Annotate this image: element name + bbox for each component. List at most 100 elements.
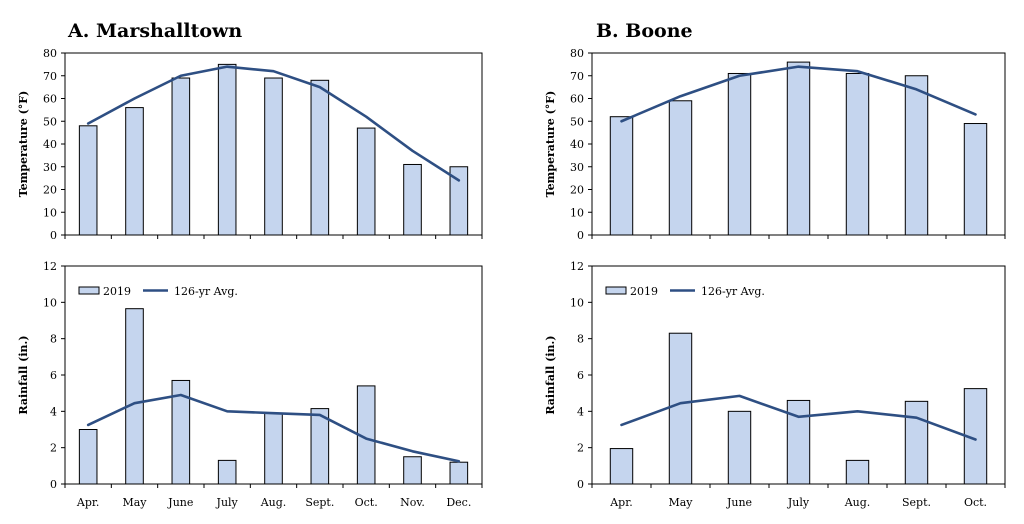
y-tick-label: 10 — [43, 296, 57, 309]
y-tick-label: 50 — [43, 115, 57, 128]
x-tick-label: Oct. — [964, 496, 987, 509]
chart-b_rain: 0 2 4 6 8 10 12 Apr. May June July Aug. Sept. Oct. Rai… — [544, 260, 1006, 509]
bar — [904, 75, 929, 236]
x-tick-label: July — [787, 496, 810, 509]
y-tick-label: 6 — [50, 369, 57, 382]
y-tick-label: 10 — [570, 296, 584, 309]
bar — [264, 412, 283, 485]
bar — [125, 107, 144, 236]
x-tick-label: Aug. — [844, 496, 871, 509]
y-tick-label: 10 — [570, 206, 584, 219]
bar — [727, 410, 752, 485]
chart-b_temp: 0 10 20 30 40 50 60 70 80 Temperature (°F) — [544, 47, 1006, 242]
y-tick-label: 4 — [577, 405, 584, 418]
y-tick-label: 30 — [570, 161, 584, 174]
bar — [727, 72, 752, 236]
y-tick-label: 40 — [43, 138, 57, 151]
y-tick-label: 8 — [577, 333, 584, 346]
x-tick-label: Apr. — [609, 496, 633, 509]
y-tick-label: 60 — [43, 93, 57, 106]
x-tick-label: Oct. — [355, 496, 378, 509]
y-tick-label: 80 — [43, 47, 57, 60]
y-tick-label: 60 — [570, 93, 584, 106]
bar — [171, 379, 191, 485]
panel-b-title: B. Boone — [596, 20, 693, 42]
x-tick-label: June — [726, 496, 752, 509]
x-tick-label: Dec. — [446, 496, 471, 509]
bar — [786, 61, 811, 236]
panel-a-title: A. Marshalltown — [68, 20, 243, 42]
x-tick-label: June — [167, 496, 193, 509]
avg-line — [86, 393, 461, 463]
y-tick-label: 10 — [43, 206, 57, 219]
bar — [125, 308, 144, 485]
avg-line — [620, 394, 977, 441]
x-tick-label: Aug. — [260, 496, 287, 509]
x-tick-label: July — [216, 496, 239, 509]
bar — [171, 77, 191, 236]
x-tick-label: Sept. — [902, 496, 931, 509]
y-tick-label: 6 — [577, 369, 584, 382]
bar — [403, 456, 422, 485]
bar — [356, 127, 376, 236]
legend: 2019 126-yr Avg. — [78, 285, 238, 298]
y-tick-label: 12 — [43, 260, 57, 273]
bar — [609, 448, 634, 485]
x-tick-label: May — [122, 496, 147, 509]
y-axis-label: Rainfall (in.) — [17, 335, 30, 414]
bar — [963, 123, 988, 236]
y-tick-label: 4 — [50, 405, 57, 418]
y-tick-label: 20 — [43, 184, 57, 197]
y-tick-label: 70 — [43, 70, 57, 83]
chart-a_rain: 0 2 4 6 8 10 12 Apr. May June July Aug. Sept. Oct. Nov… — [17, 260, 483, 509]
avg-line — [86, 65, 461, 182]
legend-bar-swatch — [78, 286, 100, 295]
legend-bar-label: 2019 — [630, 285, 658, 298]
y-tick-label: 30 — [43, 161, 57, 174]
y-tick-label: 0 — [577, 478, 584, 491]
bar — [668, 100, 693, 236]
y-tick-label: 0 — [50, 229, 57, 242]
bar — [609, 116, 634, 236]
bar — [217, 459, 237, 485]
x-tick-label: May — [668, 496, 693, 509]
bar — [786, 399, 811, 485]
y-tick-label: 8 — [50, 333, 57, 346]
bar — [264, 77, 283, 236]
bar — [449, 166, 469, 236]
bar — [904, 400, 929, 485]
y-axis-label: Temperature (°F) — [17, 91, 30, 198]
y-tick-label: 20 — [570, 184, 584, 197]
y-tick-label: 2 — [50, 442, 57, 455]
bar — [668, 332, 693, 485]
bar — [403, 163, 422, 236]
bar — [310, 79, 330, 236]
bar — [449, 461, 469, 485]
y-tick-label: 80 — [570, 47, 584, 60]
x-tick-label: Sept. — [305, 496, 334, 509]
bar — [78, 429, 98, 485]
y-axis-label: Temperature (°F) — [544, 91, 557, 198]
bar — [845, 459, 870, 485]
bar — [217, 63, 237, 236]
y-tick-label: 12 — [570, 260, 584, 273]
bar — [845, 72, 870, 236]
x-tick-label: Apr. — [76, 496, 100, 509]
y-tick-label: 50 — [570, 115, 584, 128]
x-tick-label: Nov. — [400, 496, 425, 509]
legend: 2019 126-yr Avg. — [605, 285, 765, 298]
y-tick-label: 0 — [50, 478, 57, 491]
legend-line-label: 126-yr Avg. — [174, 285, 238, 298]
avg-line — [620, 65, 977, 123]
bar — [310, 408, 330, 485]
legend-bar-swatch — [605, 286, 627, 295]
y-axis-label: Rainfall (in.) — [544, 335, 557, 414]
y-tick-label: 2 — [577, 442, 584, 455]
chart-a_temp: 0 10 20 30 40 50 60 70 80 Temperature (°F) — [17, 47, 483, 242]
y-tick-label: 0 — [577, 229, 584, 242]
legend-bar-label: 2019 — [103, 285, 131, 298]
bar — [78, 125, 98, 236]
y-tick-label: 40 — [570, 138, 584, 151]
y-tick-label: 70 — [570, 70, 584, 83]
